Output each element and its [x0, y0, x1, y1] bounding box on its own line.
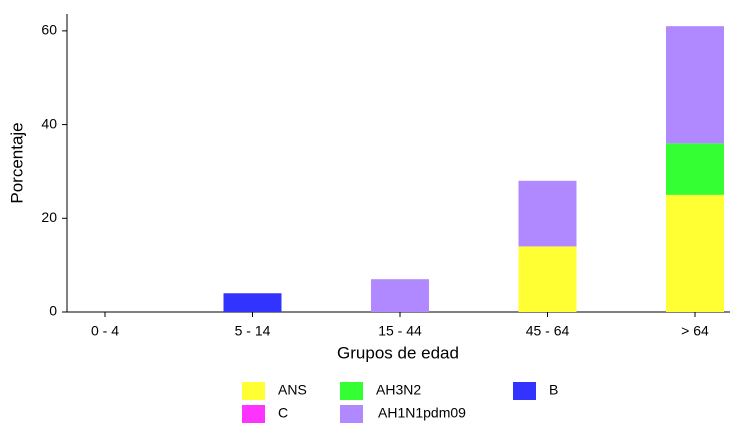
y-axis-title: Porcentaje	[7, 122, 26, 203]
bar-segment	[223, 293, 282, 312]
legend-label: AH3N2	[376, 382, 421, 398]
legend-swatch	[340, 382, 363, 400]
x-axis-title: Grupos de edad	[337, 343, 459, 362]
y-tick-label: 40	[41, 115, 57, 131]
bar-segment	[666, 143, 724, 195]
x-tick-label: 0 - 4	[91, 323, 119, 339]
legend-label: ANS	[278, 382, 307, 398]
x-tick-label: 45 - 64	[526, 323, 570, 339]
legend-label: C	[278, 405, 288, 421]
x-tick-label: 5 - 14	[235, 323, 271, 339]
legend-swatch	[242, 405, 265, 423]
legend-swatch	[242, 382, 265, 400]
bar-segment	[666, 26, 724, 144]
bar-segment	[371, 279, 429, 312]
legend-swatch	[340, 405, 363, 423]
y-tick-label: 20	[41, 209, 57, 225]
x-tick-label: 15 - 44	[378, 323, 422, 339]
y-tick-label: 0	[49, 303, 57, 319]
legend-label: B	[549, 382, 558, 398]
bar-segment	[518, 246, 577, 312]
bar-segment	[518, 180, 577, 247]
legend-label: AH1N1pdm09	[378, 405, 466, 421]
legend-swatch	[513, 382, 536, 400]
x-tick-label: > 64	[681, 323, 709, 339]
y-tick-label: 60	[41, 22, 57, 38]
bar-segment	[666, 194, 724, 312]
